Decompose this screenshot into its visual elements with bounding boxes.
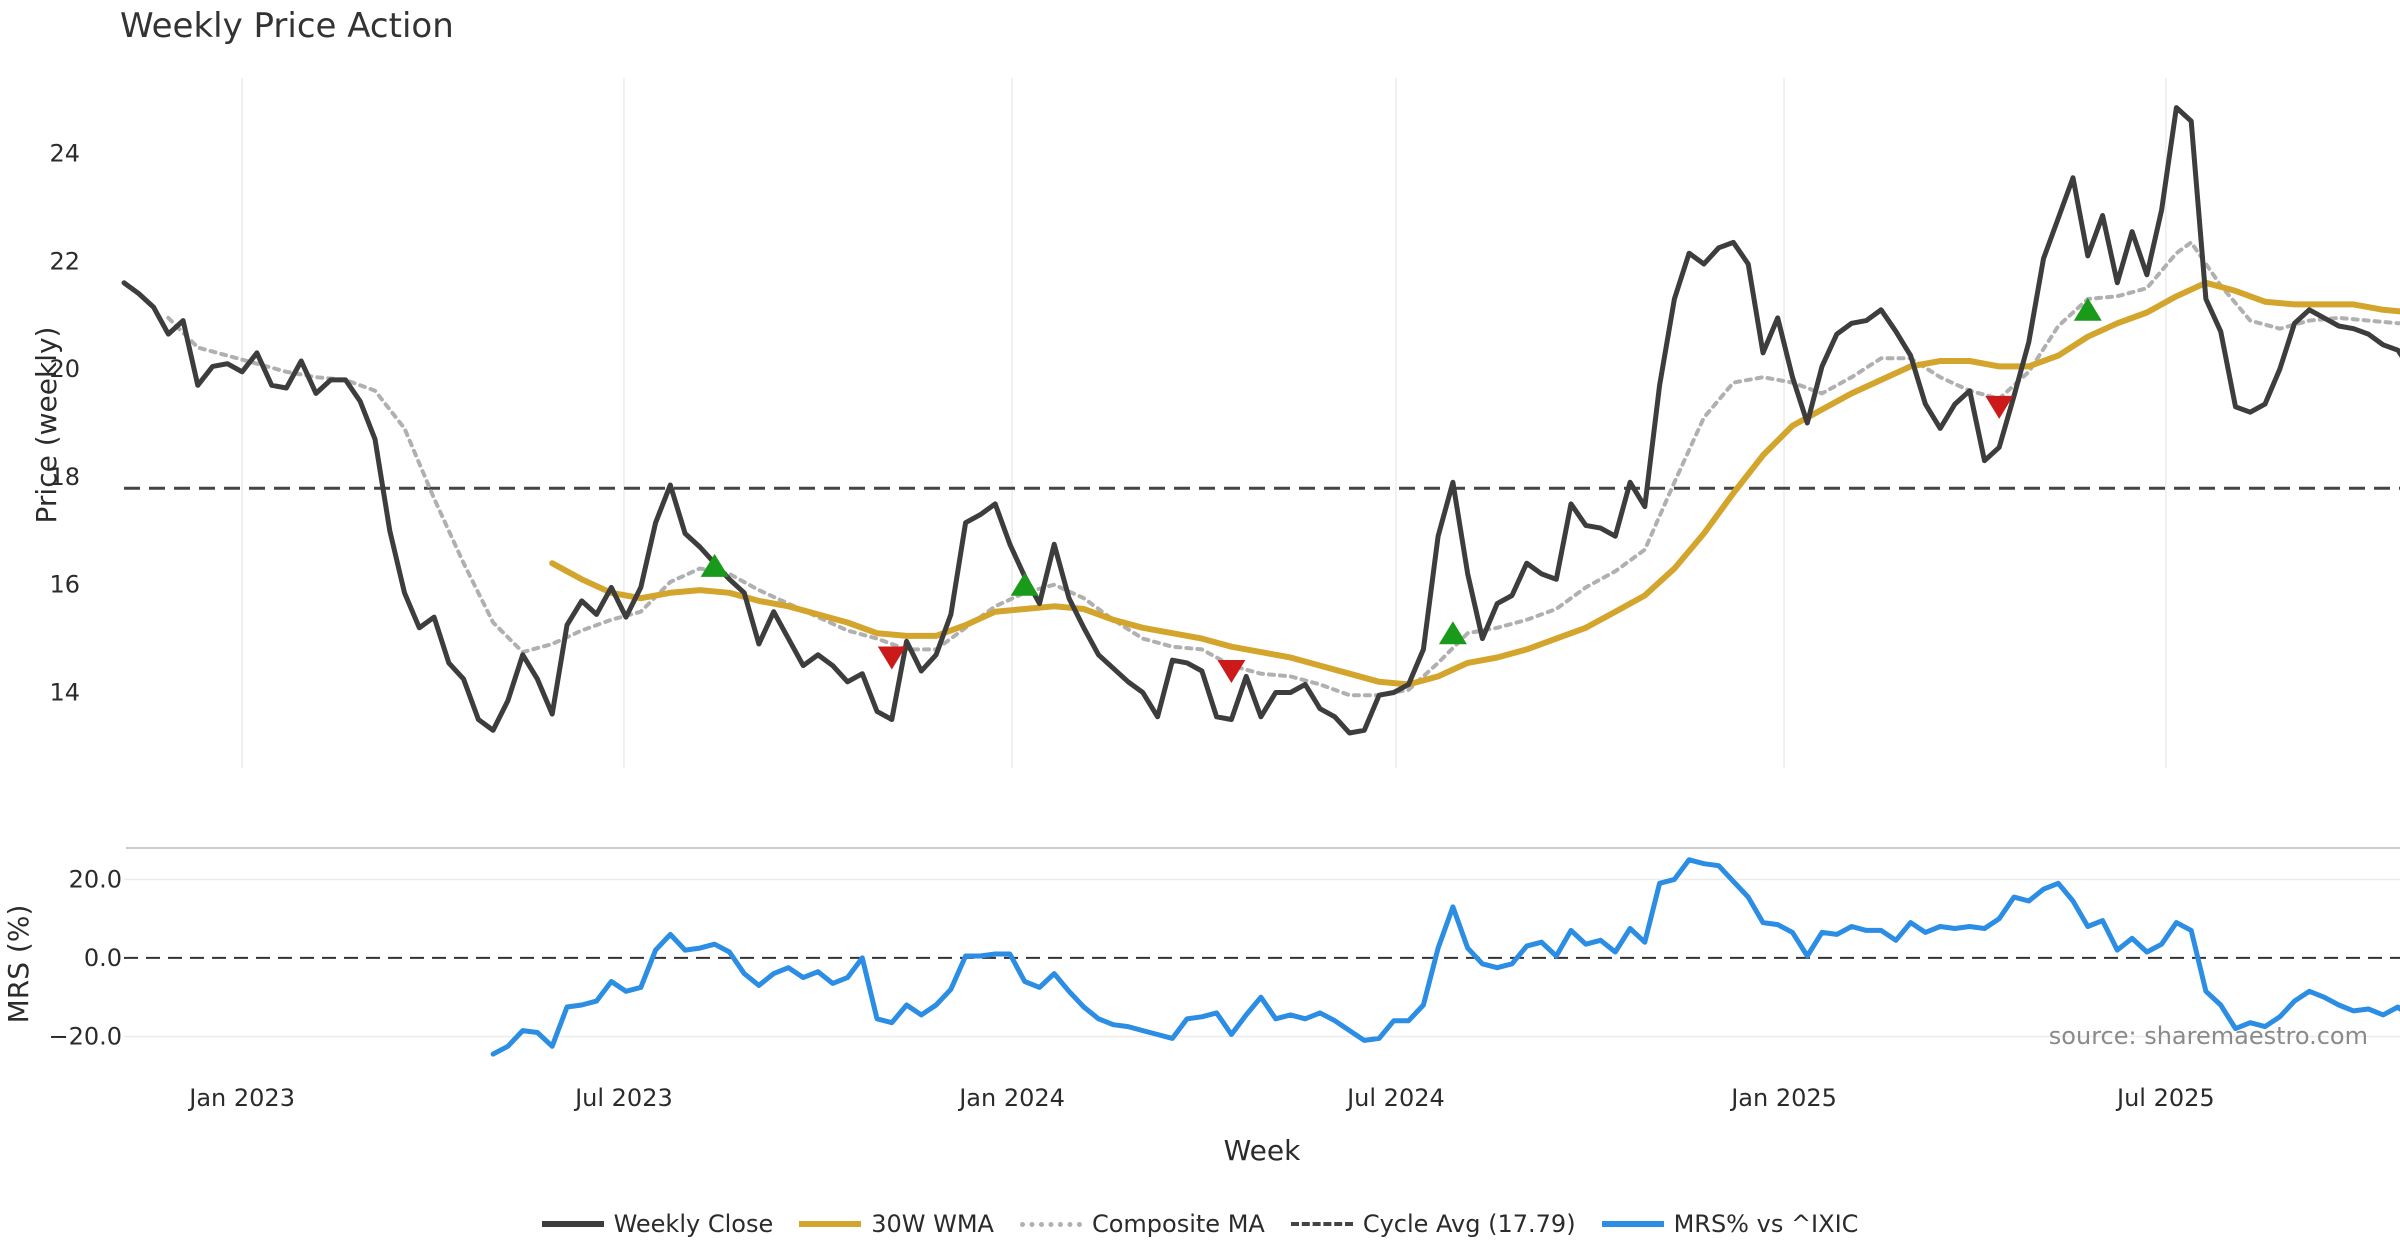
xtick-label-2: Jan 2024 — [957, 1084, 1065, 1112]
price-ytick-label-3: 20 — [49, 355, 80, 383]
price-y-ticks: 14 16 18 20 22 24 — [49, 139, 80, 706]
legend-item-1: 30W WMA — [799, 1210, 994, 1238]
legend-label-4: MRS% vs ^IXIC — [1673, 1210, 1859, 1238]
legend: Weekly Close 30W WMA Composite MA Cycle Avg… — [0, 1210, 2400, 1238]
mrs-ytick-label-2: 20.0 — [69, 865, 122, 893]
legend-item-4: MRS% vs ^IXIC — [1601, 1210, 1859, 1238]
sell-signal-marker-2 — [1985, 395, 2014, 419]
mrs-y-ticks: −20.0 0.0 20.0 — [48, 865, 122, 1050]
sell-signal-marker-1 — [1217, 659, 1246, 683]
xtick-label-0: Jan 2023 — [187, 1084, 295, 1112]
price-y-axis-title: Price (weekly) — [30, 327, 63, 524]
legend-label-3: Cycle Avg (17.79) — [1362, 1210, 1576, 1238]
xtick-label-5: Jul 2025 — [2115, 1084, 2215, 1112]
xtick-label-4: Jan 2025 — [1729, 1084, 1837, 1112]
signal-markers-group — [700, 297, 2102, 683]
legend-item-2: Composite MA — [1019, 1210, 1265, 1238]
chart-title: Weekly Price Action — [120, 6, 454, 46]
mrs-series-group — [490, 857, 2400, 1057]
weekly-close-line — [121, 105, 2400, 736]
legend-label-1: 30W WMA — [871, 1210, 994, 1238]
buy-signal-marker-3 — [2073, 297, 2102, 321]
price-ytick-label-0: 14 — [49, 679, 80, 707]
composite-ma-line — [166, 240, 2400, 698]
legend-label-2: Composite MA — [1091, 1210, 1265, 1238]
xtick-label-3: Jul 2024 — [1345, 1084, 1445, 1112]
legend-swatch-3 — [1290, 1222, 1353, 1226]
mrs-ytick-label-1: 0.0 — [84, 944, 122, 972]
x-axis-ticks: Jan 2023 Jul 2023 Jan 2024 Jul 2024 Jan 2025… — [187, 1084, 2214, 1112]
sell-signal-marker-0 — [877, 646, 906, 670]
price-ytick-label-1: 16 — [49, 571, 80, 599]
legend-item-3: Cycle Avg (17.79) — [1290, 1210, 1576, 1238]
legend-swatch-4 — [1601, 1221, 1664, 1227]
legend-item-0: Weekly Close — [541, 1210, 774, 1238]
buy-signal-marker-1 — [1010, 572, 1039, 596]
mrs-ytick-label-0: −20.0 — [48, 1022, 122, 1050]
source-note: source: sharemaestro.com — [2049, 1022, 2368, 1050]
legend-swatch-2 — [1019, 1221, 1082, 1227]
legend-swatch-0 — [541, 1221, 604, 1227]
legend-label-0: Weekly Close — [613, 1210, 774, 1238]
mrs-line — [490, 857, 2400, 1057]
price-ytick-label-4: 22 — [49, 247, 80, 275]
mrs-grid — [124, 878, 2400, 1038]
mrs-y-axis-title: MRS (%) — [2, 905, 35, 1024]
price-grid — [241, 78, 2167, 768]
legend-swatch-1 — [799, 1221, 862, 1227]
x-axis-title: Week — [1224, 1134, 1301, 1167]
chart-canvas: 14 16 18 20 22 24 −20.0 0.0 20.0 Jan 2023 Jul 20… — [2, 78, 2400, 1167]
price-series-group — [121, 105, 2400, 736]
price-ytick-label-2: 18 — [49, 463, 80, 491]
wma-30w-line — [549, 279, 2400, 688]
buy-signal-marker-2 — [1438, 621, 1467, 645]
xtick-label-1: Jul 2023 — [573, 1084, 673, 1112]
price-ytick-label-5: 24 — [49, 139, 80, 167]
buy-signal-marker-0 — [700, 553, 729, 577]
